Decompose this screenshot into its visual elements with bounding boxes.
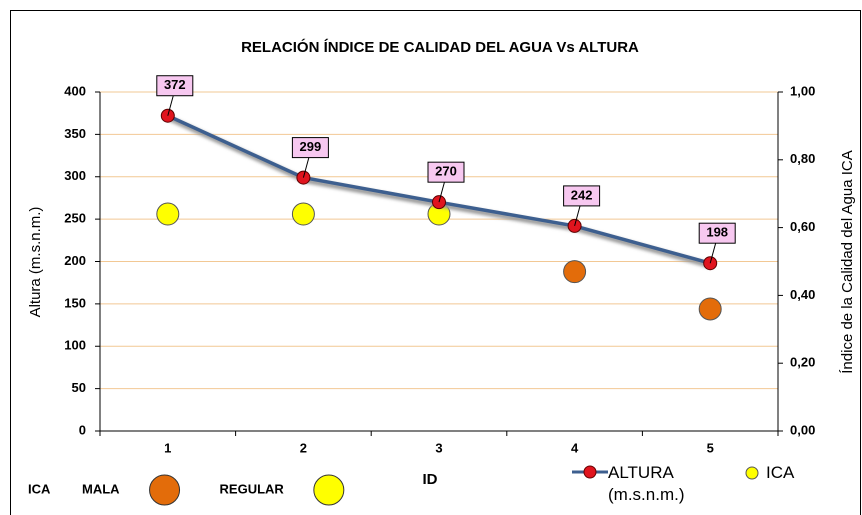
legend-item: ICA	[742, 462, 794, 484]
quality-legend-title: ICA	[28, 481, 51, 496]
data-label: 270	[435, 164, 457, 179]
x-tick-label: 5	[707, 440, 714, 455]
x-tick-label: 3	[435, 440, 442, 455]
label-leader	[709, 241, 717, 264]
label-box	[156, 75, 194, 97]
y-tick-label: 350	[64, 126, 86, 141]
label-leader	[167, 93, 175, 116]
y-axis-label: Altura (m.s.n.m.)	[27, 207, 44, 318]
x-tick-label: 1	[164, 440, 171, 455]
x-tick-label: 4	[571, 440, 579, 455]
y2-tick-label: 0,80	[790, 151, 815, 166]
label-box	[563, 185, 601, 207]
legend-swatch	[572, 465, 608, 479]
y-tick-label: 250	[64, 211, 86, 226]
point	[156, 202, 180, 226]
y-tick-label: 150	[64, 295, 86, 310]
point	[291, 202, 315, 226]
y-tick-label: 0	[79, 422, 86, 437]
legend-item: ALTURA (m.s.n.m.)	[572, 462, 728, 506]
label-box	[698, 222, 736, 244]
point	[698, 297, 722, 321]
chart-title: RELACIÓN ÍNDICE DE CALIDAD DEL AGUA Vs A…	[241, 38, 639, 56]
y2-tick-label: 0,60	[790, 219, 815, 234]
y-tick-label: 300	[64, 168, 86, 183]
data-label: 198	[706, 225, 728, 240]
data-label: 299	[300, 139, 322, 154]
legend-label: ALTURA (m.s.n.m.)	[608, 463, 685, 504]
quality-legend-swatch	[313, 474, 345, 506]
y-tick-label: 200	[64, 253, 86, 268]
data-label: 372	[164, 77, 186, 92]
label-leader	[438, 180, 446, 203]
y2-tick-label: 0,40	[790, 287, 815, 302]
x-tick-label: 2	[300, 440, 307, 455]
y-tick-label: 400	[64, 83, 86, 98]
label-leader	[302, 155, 310, 178]
legend-swatch	[745, 466, 759, 480]
quality-legend-swatch	[149, 474, 181, 506]
chart-frame	[10, 10, 861, 515]
y2-tick-label: 1,00	[790, 83, 815, 98]
y-tick-label: 50	[72, 380, 86, 395]
quality-legend-label: MALA	[82, 481, 120, 496]
y2-tick-label: 0,00	[790, 422, 815, 437]
legend-label: ICA	[766, 463, 795, 482]
y-tick-label: 100	[64, 338, 86, 353]
label-leader	[574, 203, 582, 227]
y2-axis-label: Índice de la Calidad del Agua ICA	[839, 150, 856, 373]
data-label: 242	[571, 187, 593, 202]
quality-legend-label: REGULAR	[220, 481, 285, 496]
y2-tick-label: 0,20	[790, 355, 815, 370]
label-box	[427, 161, 465, 183]
x-axis-label: ID	[423, 471, 438, 488]
point	[563, 260, 587, 284]
label-box	[291, 137, 329, 159]
